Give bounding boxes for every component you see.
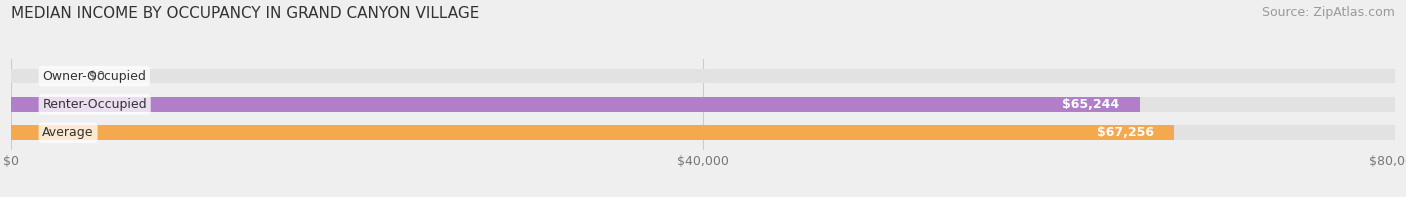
Text: Source: ZipAtlas.com: Source: ZipAtlas.com [1261, 6, 1395, 19]
Text: $65,244: $65,244 [1062, 98, 1119, 111]
Text: $67,256: $67,256 [1097, 126, 1153, 139]
Bar [11, 97, 1139, 112]
Text: MEDIAN INCOME BY OCCUPANCY IN GRAND CANYON VILLAGE: MEDIAN INCOME BY OCCUPANCY IN GRAND CANY… [11, 6, 479, 21]
Text: Renter-Occupied: Renter-Occupied [42, 98, 148, 111]
Text: Owner-Occupied: Owner-Occupied [42, 70, 146, 83]
Text: Average: Average [42, 126, 94, 139]
Bar [11, 69, 1395, 84]
Text: $0: $0 [89, 70, 105, 83]
Bar [11, 125, 1174, 140]
Bar [11, 125, 1395, 140]
Bar [11, 97, 1395, 112]
